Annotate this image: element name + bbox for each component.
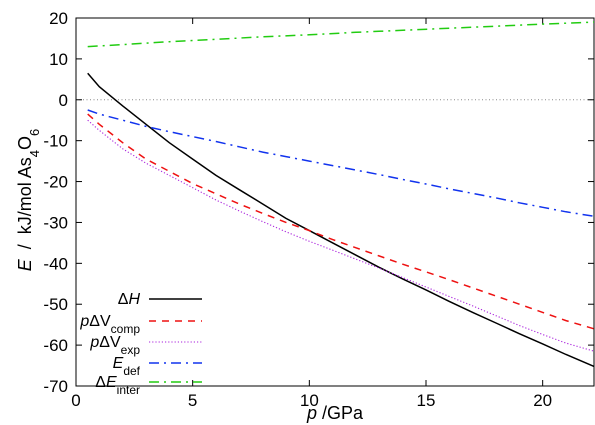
y-tick-label: -20 bbox=[43, 173, 68, 192]
y-tick-label: -40 bbox=[43, 254, 68, 273]
axis-ticks: 0 5 10 15 20 -70 -60 -50 -40 -30 -20 -10 0 10 20 bbox=[43, 9, 594, 410]
legend-label-0: ΔH bbox=[118, 291, 141, 308]
series-line-4 bbox=[87, 21, 595, 48]
x-tick-label: 20 bbox=[533, 391, 552, 410]
x-tick-label: 15 bbox=[417, 391, 436, 410]
y-axis-title: E / kJ/mol As4O6 bbox=[15, 129, 42, 272]
x-tick-label: 0 bbox=[71, 391, 80, 410]
legend-label-3: Edef bbox=[113, 355, 141, 378]
plot-frame bbox=[75, 17, 595, 387]
y-tick-label: -30 bbox=[43, 213, 68, 232]
series-lines bbox=[87, 21, 595, 368]
series-line-1 bbox=[87, 113, 595, 330]
x-axis-title: p /GPa bbox=[306, 403, 364, 423]
y-tick-label: -50 bbox=[43, 295, 68, 314]
y-tick-label: -70 bbox=[43, 377, 68, 396]
y-tick-label: 0 bbox=[59, 91, 68, 110]
y-tick-label: -60 bbox=[43, 336, 68, 355]
y-tick-label: -10 bbox=[43, 132, 68, 151]
series-line-3 bbox=[87, 109, 595, 218]
x-tick-label: 5 bbox=[188, 391, 197, 410]
series-line-2 bbox=[87, 119, 595, 352]
y-tick-label: 10 bbox=[49, 50, 68, 69]
legend-label-4: ΔEinter bbox=[95, 374, 140, 397]
legend-label-1: pΔVcomp bbox=[79, 313, 140, 336]
y-tick-label: 20 bbox=[49, 9, 68, 28]
legend-label-2: pΔVexp bbox=[89, 334, 140, 357]
series-line-0 bbox=[87, 72, 595, 368]
x-tick-label: 10 bbox=[300, 391, 319, 410]
